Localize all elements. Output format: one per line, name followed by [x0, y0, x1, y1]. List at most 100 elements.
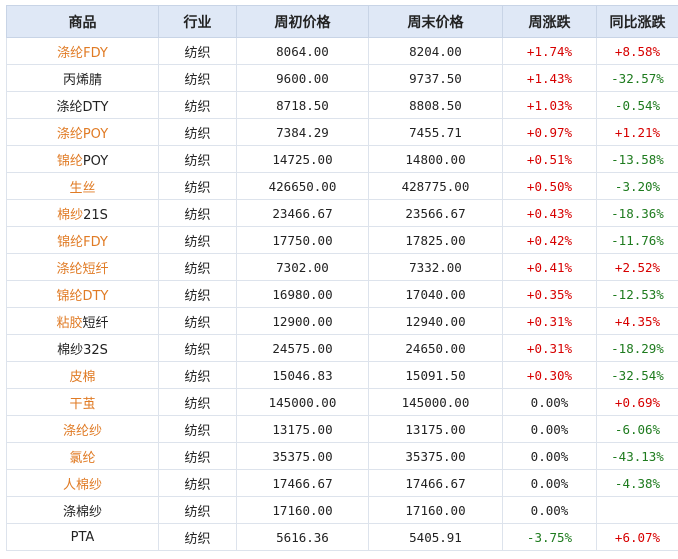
commodity-name-text: 短纤 — [82, 315, 109, 331]
yoy-change-cell: -18.36% — [596, 199, 678, 227]
week-end-price-cell: 17160.00 — [368, 496, 503, 524]
commodity-name-link[interactable]: 锦纶 — [56, 153, 83, 169]
commodity-name-link[interactable]: 涤纶纱 — [62, 423, 102, 439]
week-start-price-cell: 9600.00 — [236, 64, 369, 92]
table-body: 涤纶FDY 纺织 8064.00 8204.00 +1.74% +8.58% 丙烯腈 纺织 96… — [6, 37, 678, 551]
commodity-name-link[interactable]: 涤纶FDY — [57, 45, 108, 61]
commodity-name-cell[interactable]: 粘胶短纤 — [6, 307, 159, 335]
weekly-change-cell: +0.50% — [502, 172, 597, 200]
commodity-name-cell[interactable]: 锦纶FDY — [6, 226, 159, 254]
week-end-price-cell: 14800.00 — [368, 145, 503, 173]
yoy-change-cell: -3.20% — [596, 172, 678, 200]
yoy-change-cell: +4.35% — [596, 307, 678, 335]
commodity-name-cell[interactable]: 人棉纱 — [6, 469, 159, 497]
industry-cell: 纺织 — [158, 199, 237, 227]
yoy-change-cell: -11.76% — [596, 226, 678, 254]
commodity-name-cell[interactable]: PTA — [6, 523, 159, 551]
yoy-change-cell: -32.57% — [596, 64, 678, 92]
weekly-change-cell: +1.03% — [502, 91, 597, 119]
commodity-name-link[interactable]: 锦纶FDY — [57, 234, 108, 250]
commodity-name-cell[interactable]: 涤纶FDY — [6, 37, 159, 65]
table-row[interactable]: 锦纶POY 纺织 14725.00 14800.00 +0.51% -13.58% — [6, 145, 678, 173]
weekly-change-cell: 0.00% — [502, 469, 597, 497]
table-row[interactable]: 人棉纱 纺织 17466.67 17466.67 0.00% -4.38% — [6, 469, 678, 497]
weekly-change-cell: +0.31% — [502, 334, 597, 362]
table-row[interactable]: 锦纶FDY 纺织 17750.00 17825.00 +0.42% -11.76% — [6, 226, 678, 254]
table-row[interactable]: PTA 纺织 5616.36 5405.91 -3.75% +6.07% — [6, 523, 678, 551]
weekly-change-cell: -3.75% — [502, 523, 597, 551]
commodity-name-link[interactable]: 涤纶POY — [56, 126, 109, 142]
table-row[interactable]: 涤纶POY 纺织 7384.29 7455.71 +0.97% +1.21% — [6, 118, 678, 146]
industry-cell: 纺织 — [158, 253, 237, 281]
industry-cell: 纺织 — [158, 361, 237, 389]
table-row[interactable]: 皮棉 纺织 15046.83 15091.50 +0.30% -32.54% — [6, 361, 678, 389]
commodity-name-cell[interactable]: 干茧 — [6, 388, 159, 416]
table-row[interactable]: 丙烯腈 纺织 9600.00 9737.50 +1.43% -32.57% — [6, 64, 678, 92]
commodity-name-link[interactable]: 粘胶 — [56, 315, 83, 331]
commodity-name-cell[interactable]: 棉纱21S — [6, 199, 159, 227]
commodity-name-cell[interactable]: 丙烯腈 — [6, 64, 159, 92]
commodity-name-link[interactable]: 干茧 — [69, 396, 96, 412]
header-yoy-change[interactable]: 同比涨跌 — [596, 5, 678, 38]
commodity-name-link[interactable]: 锦纶DTY — [56, 288, 109, 304]
commodity-name-cell[interactable]: 涤棉纱 — [6, 496, 159, 524]
yoy-change-cell — [596, 496, 678, 524]
table-row[interactable]: 涤纶FDY 纺织 8064.00 8204.00 +1.74% +8.58% — [6, 37, 678, 65]
table-row[interactable]: 涤纶DTY 纺织 8718.50 8808.50 +1.03% -0.54% — [6, 91, 678, 119]
commodity-name-text: 涤棉纱 — [62, 504, 102, 520]
commodity-name-cell[interactable]: 氯纶 — [6, 442, 159, 470]
week-start-price-cell: 8064.00 — [236, 37, 369, 65]
header-week-start-price[interactable]: 周初价格 — [236, 5, 369, 38]
table-row[interactable]: 涤纶短纤 纺织 7302.00 7332.00 +0.41% +2.52% — [6, 253, 678, 281]
week-start-price-cell: 24575.00 — [236, 334, 369, 362]
weekly-change-cell: +1.74% — [502, 37, 597, 65]
week-end-price-cell: 17466.67 — [368, 469, 503, 497]
week-start-price-cell: 13175.00 — [236, 415, 369, 443]
commodity-name-cell[interactable]: 棉纱32S — [6, 334, 159, 362]
yoy-change-cell: -4.38% — [596, 469, 678, 497]
week-end-price-cell: 8204.00 — [368, 37, 503, 65]
table-row[interactable]: 棉纱32S 纺织 24575.00 24650.00 +0.31% -18.29% — [6, 334, 678, 362]
yoy-change-cell: -13.58% — [596, 145, 678, 173]
table-row[interactable]: 生丝 纺织 426650.00 428775.00 +0.50% -3.20% — [6, 172, 678, 200]
yoy-change-cell: +0.69% — [596, 388, 678, 416]
industry-cell: 纺织 — [158, 172, 237, 200]
header-commodity[interactable]: 商品 — [6, 5, 159, 38]
table-row[interactable]: 涤棉纱 纺织 17160.00 17160.00 0.00% — [6, 496, 678, 524]
commodity-name-cell[interactable]: 涤纶短纤 — [6, 253, 159, 281]
yoy-change-cell: +1.21% — [596, 118, 678, 146]
industry-cell: 纺织 — [158, 118, 237, 146]
table-row[interactable]: 棉纱21S 纺织 23466.67 23566.67 +0.43% -18.36% — [6, 199, 678, 227]
commodity-name-text: 涤纶DTY — [56, 99, 109, 115]
table-row[interactable]: 涤纶纱 纺织 13175.00 13175.00 0.00% -6.06% — [6, 415, 678, 443]
commodity-name-cell[interactable]: 锦纶POY — [6, 145, 159, 173]
commodity-name-cell[interactable]: 皮棉 — [6, 361, 159, 389]
table-row[interactable]: 粘胶短纤 纺织 12900.00 12940.00 +0.31% +4.35% — [6, 307, 678, 335]
commodity-name-link[interactable]: 人棉纱 — [62, 477, 102, 493]
commodity-name-cell[interactable]: 涤纶POY — [6, 118, 159, 146]
week-end-price-cell: 17040.00 — [368, 280, 503, 308]
commodity-name-link[interactable]: 棉纱 — [57, 207, 84, 223]
commodity-name-link[interactable]: 氯纶 — [69, 450, 96, 466]
table-row[interactable]: 干茧 纺织 145000.00 145000.00 0.00% +0.69% — [6, 388, 678, 416]
weekly-change-cell: +0.30% — [502, 361, 597, 389]
table-row[interactable]: 氯纶 纺织 35375.00 35375.00 0.00% -43.13% — [6, 442, 678, 470]
commodity-name-cell[interactable]: 涤纶纱 — [6, 415, 159, 443]
header-week-end-price[interactable]: 周末价格 — [368, 5, 503, 38]
weekly-change-cell: +0.42% — [502, 226, 597, 254]
commodity-name-link[interactable]: 皮棉 — [69, 369, 96, 385]
commodity-name-cell[interactable]: 涤纶DTY — [6, 91, 159, 119]
weekly-change-cell: +0.97% — [502, 118, 597, 146]
commodity-name-link[interactable]: 生丝 — [69, 180, 96, 196]
industry-cell: 纺织 — [158, 226, 237, 254]
industry-cell: 纺织 — [158, 415, 237, 443]
header-industry[interactable]: 行业 — [158, 5, 237, 38]
commodity-name-cell[interactable]: 锦纶DTY — [6, 280, 159, 308]
week-end-price-cell: 23566.67 — [368, 199, 503, 227]
commodity-name-link[interactable]: 涤纶短纤 — [56, 261, 109, 277]
header-weekly-change[interactable]: 周涨跌 — [502, 5, 597, 38]
table-row[interactable]: 锦纶DTY 纺织 16980.00 17040.00 +0.35% -12.53% — [6, 280, 678, 308]
industry-cell: 纺织 — [158, 496, 237, 524]
commodity-name-cell[interactable]: 生丝 — [6, 172, 159, 200]
